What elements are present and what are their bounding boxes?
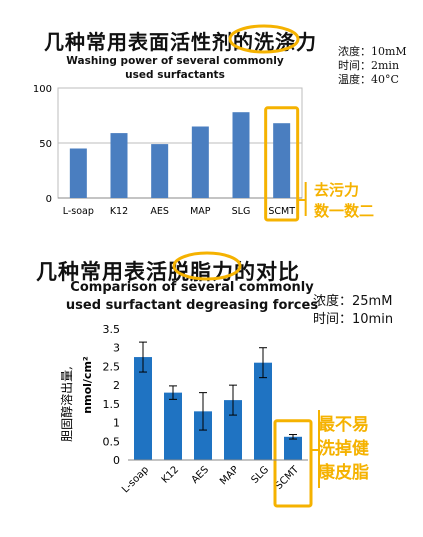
chart2-title-highlight	[172, 251, 242, 281]
chart2-xtick-label: SCMT	[273, 464, 301, 492]
chart1-bar	[232, 112, 250, 198]
chart2-xtick-label: SLG	[249, 464, 271, 486]
chart2-ytick-label: 0.5	[103, 435, 121, 448]
chart2-bar	[224, 400, 242, 460]
chart2-annotation-line2: 洗掉健	[318, 439, 369, 459]
chart2-ytick-label: 1	[113, 417, 120, 430]
chart1-xtick-label: SLG	[232, 206, 251, 217]
chart1-annotation-line2: 数一数二	[314, 202, 375, 220]
chart1-xtick-label: L-soap	[63, 206, 94, 217]
chart1-condition-concentration: 浓度：10mM	[338, 45, 407, 58]
chart2-ytick-label: 2.5	[103, 360, 121, 373]
chart1-bar	[69, 148, 87, 198]
chart2-ytick-label: 2	[113, 379, 120, 392]
chart1-xtick-label: MAP	[190, 206, 211, 217]
chart2-ylabel-unit: nmol/cm²	[81, 356, 94, 414]
chart1-annotation-line1: 去污力	[314, 181, 360, 199]
chart2-bar	[194, 411, 212, 460]
chart1-subtitle: Washing power of several commonly used s…	[66, 55, 284, 81]
chart1-xtick-label: SCMT	[268, 206, 295, 217]
chart1-title-highlight	[228, 24, 300, 54]
chart2-xtick-label: AES	[190, 464, 212, 486]
chart1-condition-time: 时间：2min	[338, 59, 400, 72]
chart2-ytick-label: 0	[113, 454, 120, 467]
chart1-bar	[151, 144, 169, 198]
chart2-ylabel-cn: 胆固醇溶出量,	[59, 366, 74, 442]
chart2-xtick-label: K12	[160, 464, 181, 485]
chart2-bar	[134, 357, 152, 460]
chart2-subtitle: Comparison of several commonly used surf…	[65, 280, 319, 313]
chart1-title: 几种常用表面活性剂的洗涤力	[44, 30, 317, 54]
chart1-bar	[191, 126, 209, 198]
chart2-ytick-label: 3	[113, 342, 120, 355]
chart1-xtick-label: K12	[110, 206, 128, 217]
chart1-ytick-label: 0	[46, 194, 52, 205]
chart1-ytick-label: 100	[33, 84, 52, 95]
chart2-bar	[284, 436, 302, 460]
chart2-highlight-box	[273, 419, 313, 508]
chart2-ytick-label: 1.5	[103, 398, 121, 411]
chart2-xtick-label: MAP	[218, 464, 241, 487]
chart2-bar	[164, 392, 182, 460]
chart1-ytick-label: 50	[39, 139, 52, 150]
chart1-plot: 0 50 100 L-soap K12 AES MAP SLG SCMT	[33, 84, 307, 222]
chart2-title: 几种常用表活脱脂力的对比	[36, 260, 300, 284]
chart2-annotation-line1: 最不易	[318, 415, 369, 435]
chart2-condition-concentration: 浓度：25mM	[313, 294, 393, 309]
chart1-bar	[273, 123, 291, 198]
chart1-bar	[110, 133, 128, 198]
chart2-annotation-line3: 康皮脂	[318, 463, 369, 483]
chart2-bar	[254, 362, 272, 460]
chart2-xtick-label: L-soap	[120, 464, 151, 495]
chart1-highlight-box	[264, 106, 300, 222]
chart1-condition-temperature: 温度：40°C	[338, 73, 399, 86]
chart2-plot: 0 0.5 1 1.5 2 2.5 3 3.5 L-soap K12 AES MAP SLG SCMT	[103, 323, 320, 508]
chart2-ytick-label: 3.5	[103, 323, 121, 336]
chart2-condition-time: 时间：10min	[313, 312, 394, 327]
chart1-xtick-label: AES	[150, 206, 169, 217]
